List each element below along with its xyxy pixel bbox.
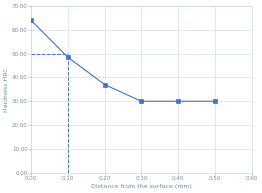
Y-axis label: Hardness HRC: Hardness HRC <box>4 67 9 112</box>
X-axis label: Distance from the surface (mm): Distance from the surface (mm) <box>91 184 192 189</box>
